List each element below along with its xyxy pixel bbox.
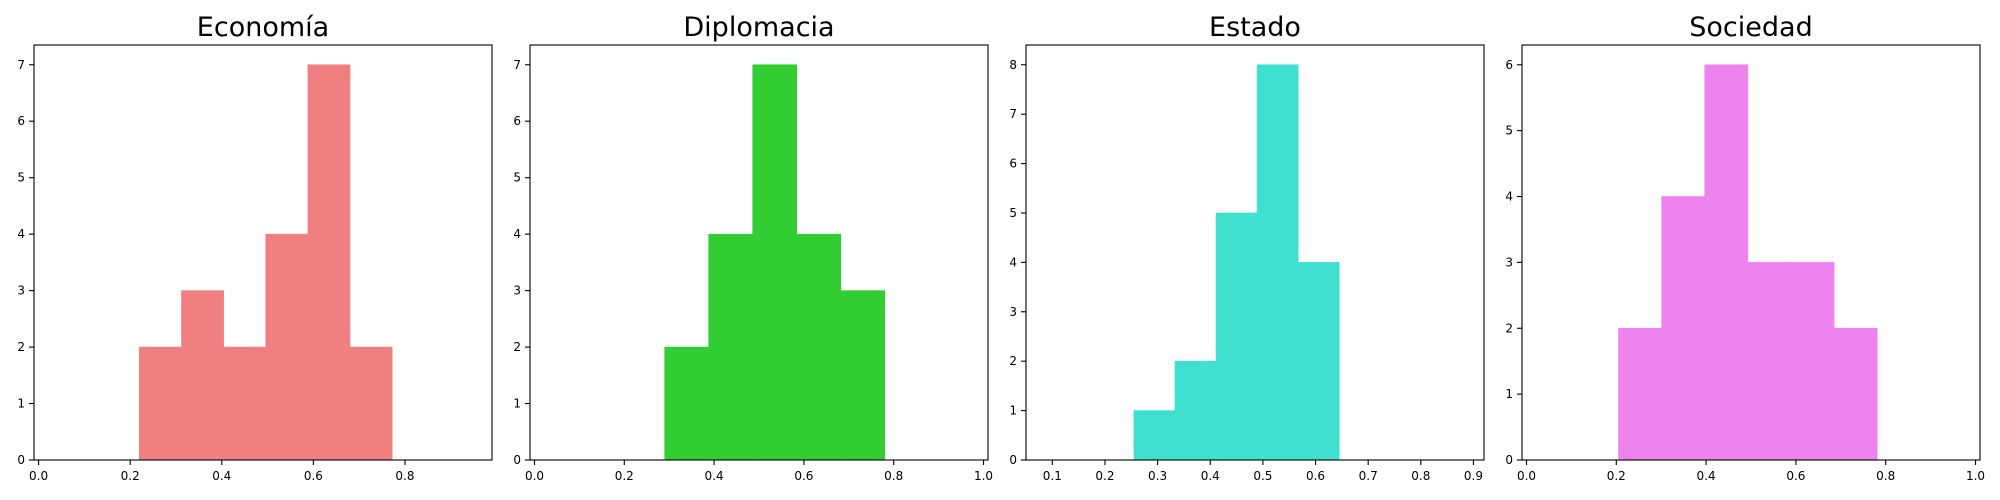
histogram-bar [796,233,842,461]
y-tick-label: 4 [17,227,25,241]
axes-frame [1025,44,1485,461]
x-tick-label: 0.2 [121,469,140,483]
y-tick-label: 7 [1009,107,1017,121]
axes-frame [529,44,989,461]
x-tick-label: 0.8 [884,469,903,483]
y-tick-label: 3 [1009,305,1017,319]
y-tick-label: 0 [1505,453,1513,467]
y-tick-label: 2 [17,340,25,354]
x-tick-label: 0.0 [525,469,544,483]
histogram-bar [708,233,754,461]
x-tick-label: 0.9 [1464,469,1483,483]
axes-frame [1521,44,1981,461]
histogram-panel-2: 0.0 0.2 0.4 0.6 0.8 1.0 0 1 2 3 4 5 6 7 Diplomacia [513,12,993,483]
chart-title: Estado [1209,12,1301,43]
y-tick-label: 3 [17,284,25,298]
y-tick-label: 6 [1505,58,1513,72]
histogram-bar [1618,327,1662,461]
x-tick-label: 0.7 [1359,469,1378,483]
x-tick-label: 0.2 [1095,469,1114,483]
histogram-panel-3: 0.1 0.2 0.3 0.4 0.5 0.6 0.7 0.8 0.9 0 1 2 3 4 5 6 7 8 Esta… [1009,12,1485,483]
x-tick-label: 0.1 [1043,469,1062,483]
histogram-bar [1704,64,1749,461]
histogram-bar [1297,262,1340,461]
y-tick-label: 1 [513,397,521,411]
x-tick-label: 0.8 [395,469,414,483]
histogram-bar [1133,410,1176,461]
y-tick-label: 4 [513,227,521,241]
axes-frame [33,44,493,461]
chart-title: Diplomacia [683,12,834,43]
histogram-bar [1833,327,1878,461]
y-tick-label: 2 [1505,321,1513,335]
y-tick-label: 6 [513,114,521,128]
y-tick-label: 6 [17,114,25,128]
y-tick-label: 0 [17,453,25,467]
y-tick-label: 4 [1009,255,1017,269]
x-tick-label: 0.0 [1517,469,1536,483]
y-tick-label: 7 [17,58,25,72]
y-tick-label: 5 [1505,124,1513,138]
x-tick-label: 0.6 [1786,469,1805,483]
y-tick-label: 1 [17,397,25,411]
y-tick-label: 5 [513,171,521,185]
histogram-bar [1174,360,1217,461]
histogram-bar [1790,262,1835,461]
y-tick-label: 1 [1009,404,1017,418]
y-tick-label: 5 [17,171,25,185]
histogram-bar [181,290,224,461]
y-tick-label: 5 [1009,206,1017,220]
y-tick-label: 0 [513,453,521,467]
chart-title: Sociedad [1689,12,1812,43]
x-tick-label: 1.0 [974,469,993,483]
x-tick-label: 0.8 [1411,469,1430,483]
y-tick-label: 8 [1009,58,1017,72]
histogram-bar [307,64,351,461]
y-tick-label: 3 [513,284,521,298]
y-tick-label: 1 [1505,387,1513,401]
x-tick-label: 0.8 [1876,469,1895,483]
x-tick-label: 0.6 [304,469,323,483]
y-tick-label: 0 [1009,453,1017,467]
y-tick-label: 2 [513,340,521,354]
histogram-bar [1747,262,1792,461]
x-tick-label: 0.6 [794,469,813,483]
y-tick-label: 2 [1009,354,1017,368]
histogram-bar [1256,64,1299,461]
histogram-bar [1215,212,1258,461]
x-tick-label: 0.3 [1148,469,1167,483]
x-tick-label: 0.2 [1607,469,1626,483]
histogram-bar [265,233,309,461]
histogram-bar [752,64,798,461]
x-tick-label: 0.4 [705,469,724,483]
y-tick-label: 4 [1505,190,1513,204]
histogram-panel-1: 0.0 0.2 0.4 0.6 0.8 0 1 2 3 4 5 6 7 Economía [17,12,493,483]
x-tick-label: 0.4 [212,469,231,483]
x-tick-label: 0.0 [29,469,48,483]
x-tick-label: 0.4 [1201,469,1220,483]
histogram-bar [223,346,267,461]
x-tick-label: 1.0 [1966,469,1985,483]
x-tick-label: 0.5 [1253,469,1272,483]
x-tick-label: 0.2 [615,469,634,483]
histogram-bar [1661,196,1706,461]
histogram-bar [664,346,710,461]
x-tick-label: 0.4 [1697,469,1716,483]
histogram-bar [139,346,182,461]
histogram-bar [840,290,886,461]
y-tick-label: 7 [513,58,521,72]
chart-title: Economía [197,12,329,43]
histogram-bar [349,346,393,461]
y-tick-label: 6 [1009,157,1017,171]
y-tick-label: 3 [1505,255,1513,269]
histogram-panel-4: 0.0 0.2 0.4 0.6 0.8 1.0 0 1 2 3 4 5 6 Sociedad [1505,12,1985,483]
x-tick-label: 0.6 [1306,469,1325,483]
